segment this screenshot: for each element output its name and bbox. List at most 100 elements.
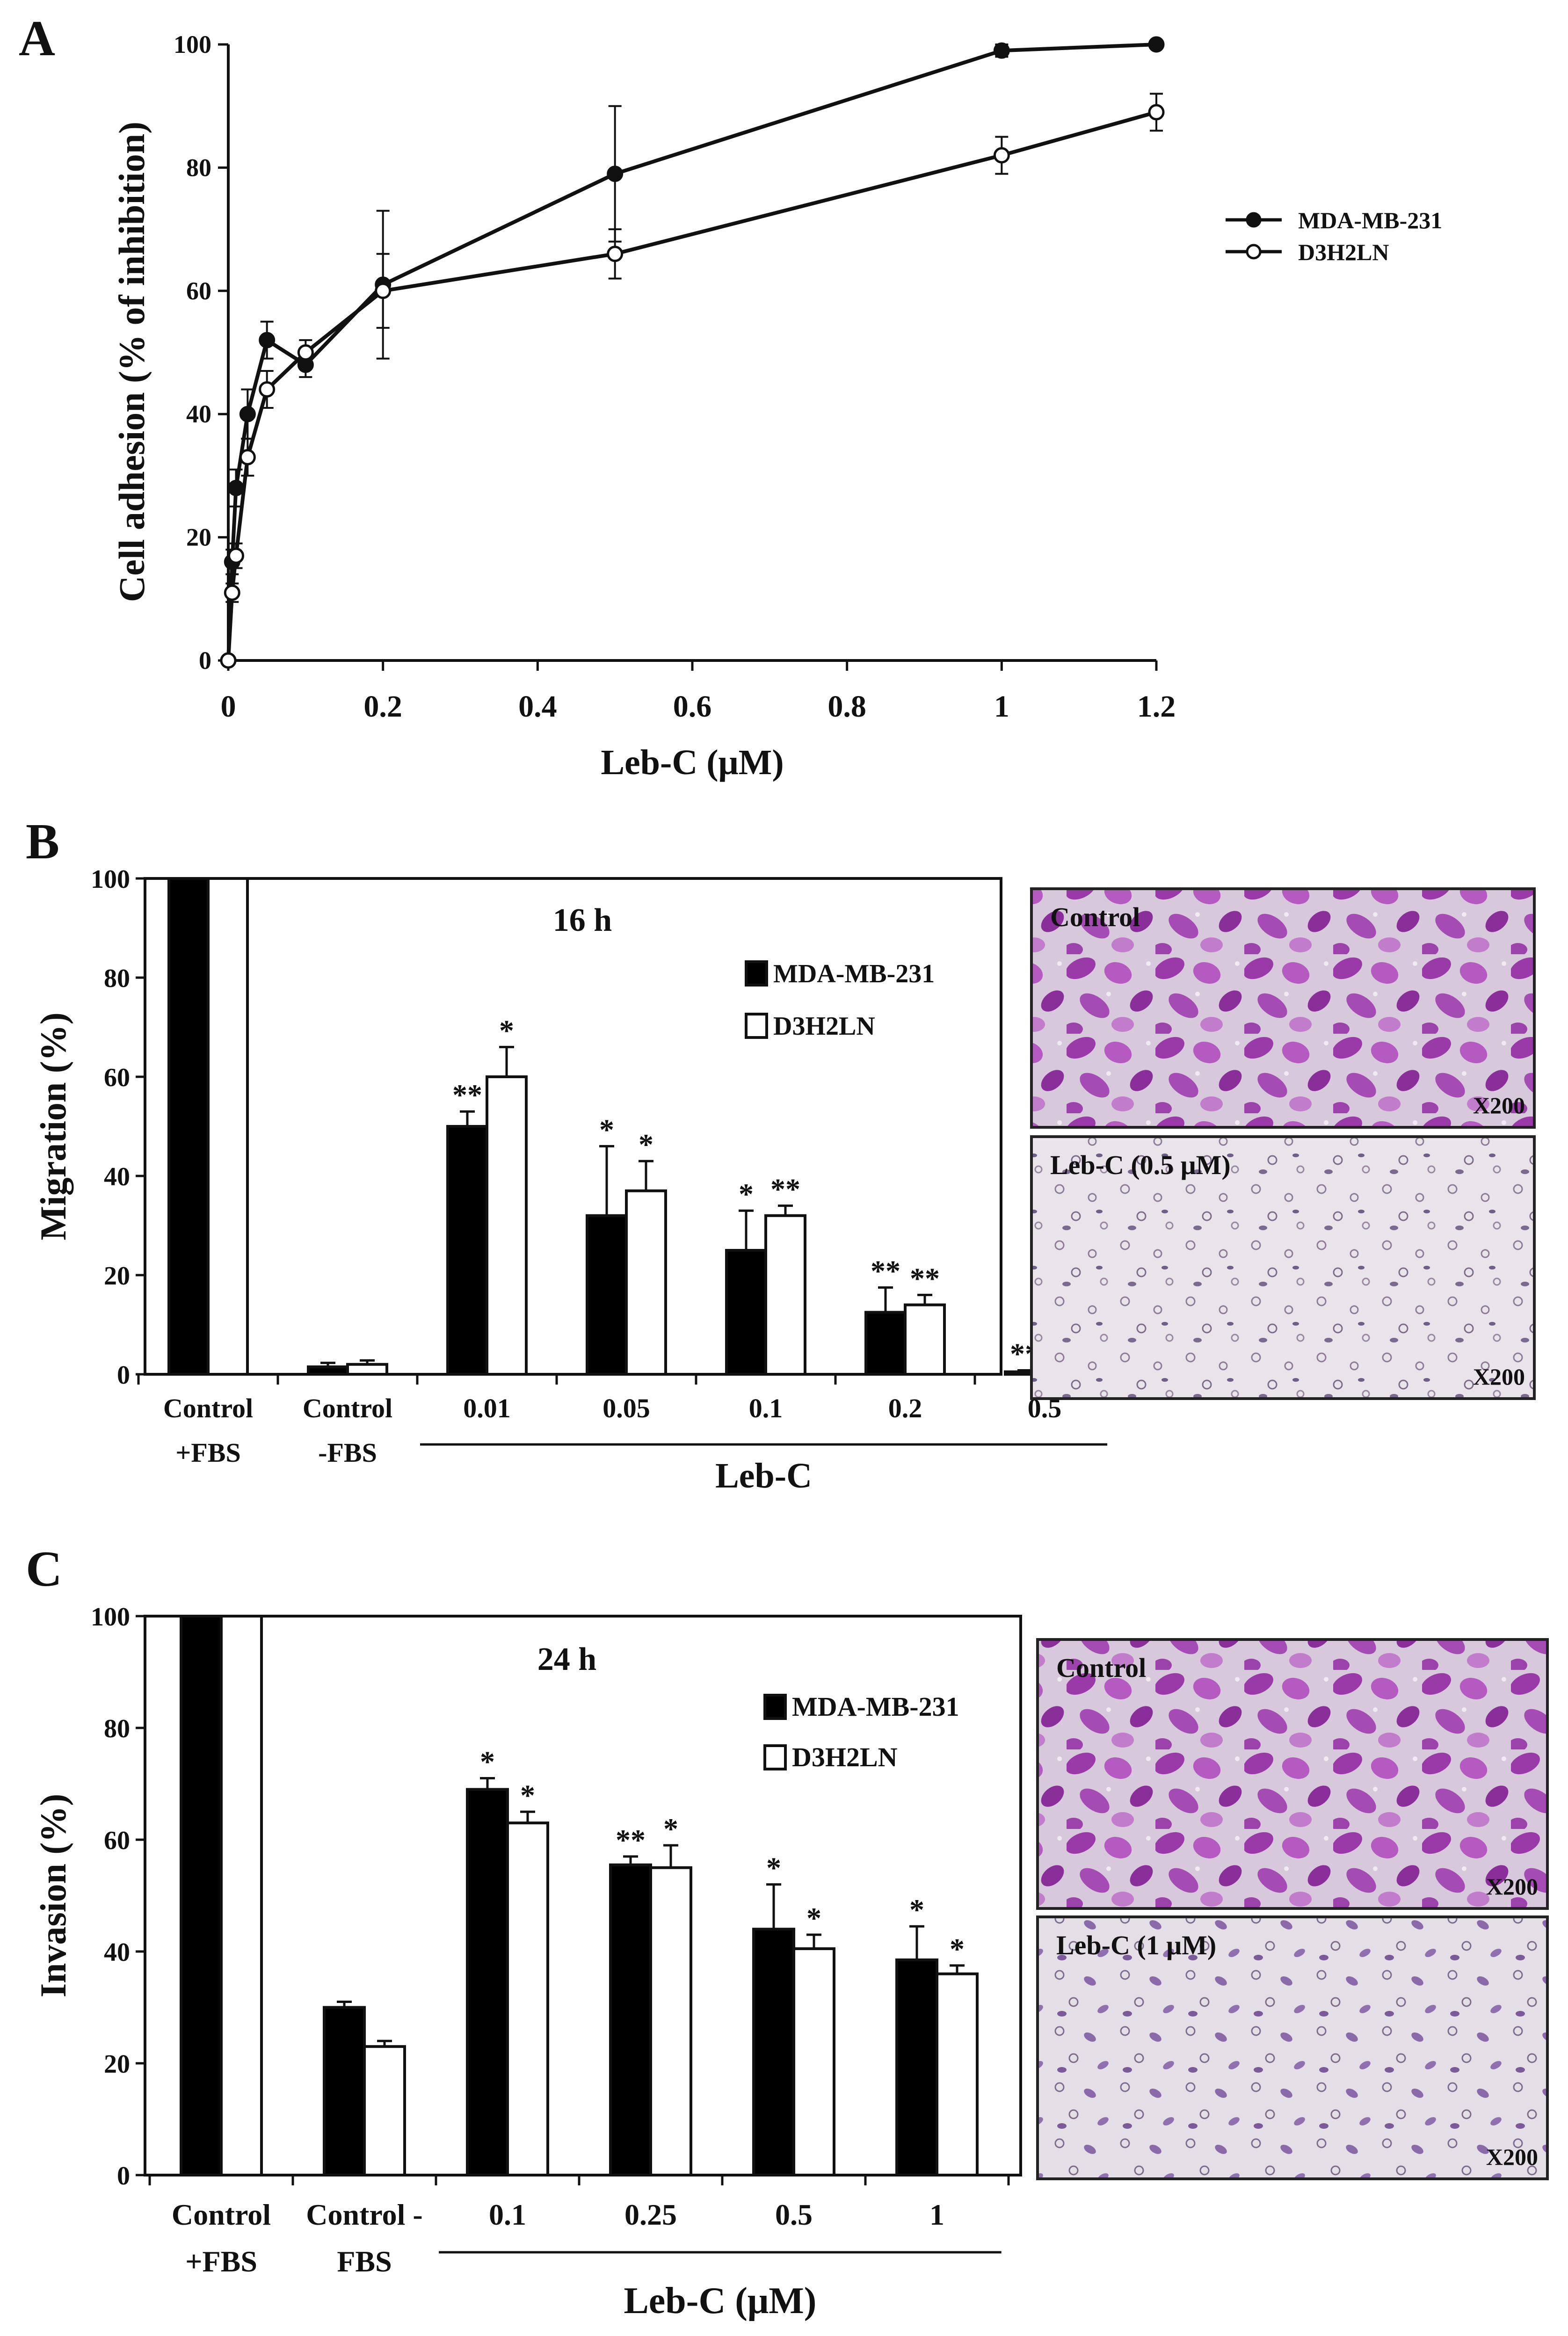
data-point [228, 547, 245, 564]
x-tick-label: 0 [221, 689, 236, 724]
x-tick-label: 0.25 [624, 2198, 677, 2231]
x-tick-label: FBS [337, 2245, 392, 2278]
bar [446, 1125, 488, 1376]
data-point [1148, 104, 1165, 121]
micrograph-image [1036, 1638, 1549, 1910]
x-tick-label: Control [172, 2198, 271, 2231]
significance-marker: * [806, 1901, 821, 1935]
data-point [1148, 36, 1165, 53]
magnification-label: X200 [1486, 1873, 1538, 1900]
bar [895, 1958, 938, 2176]
series-d3h2ln [220, 93, 1165, 669]
bar [904, 1303, 946, 1376]
magnification-label: X200 [1473, 1364, 1525, 1390]
data-point [259, 381, 276, 398]
x-tick-label: 0.01 [463, 1393, 511, 1423]
significance-marker: * [950, 1932, 965, 1966]
x-tick-label: 1 [994, 689, 1009, 724]
data-point [375, 283, 392, 299]
x-tick-label: 0.05 [603, 1393, 650, 1423]
significance-marker: ** [910, 1262, 940, 1295]
plot-frame [144, 1615, 1022, 2176]
bar [792, 1947, 835, 2176]
bar [363, 2045, 406, 2176]
legend-label: D3H2LN [792, 1742, 898, 1772]
x-tick-label: 0.1 [749, 1393, 783, 1423]
series-mda-mb-231 [220, 36, 1165, 669]
bar [466, 1788, 509, 2176]
micrograph-control: Control X200 [1036, 1638, 1549, 1910]
micrograph-label: Leb-C (0.5 μM) [1050, 1150, 1231, 1180]
significance-marker: * [909, 1893, 924, 1926]
bar [167, 877, 210, 1376]
y-tick-label: 40 [104, 1162, 130, 1191]
micrograph-label: Control [1056, 1653, 1146, 1683]
significance-marker: * [766, 1851, 781, 1885]
bar [609, 1863, 652, 2176]
bar [207, 877, 249, 1376]
series-line [226, 110, 1157, 661]
legend-swatch [763, 1694, 787, 1720]
significance-marker: * [599, 1113, 614, 1146]
bar [506, 1821, 549, 2176]
legend-a: MDA-MB-231 D3H2LN [1226, 207, 1442, 265]
significance-marker: * [480, 1745, 495, 1778]
data-point [239, 406, 256, 422]
bar [752, 1928, 795, 2177]
x-tick-label: +FBS [185, 2245, 257, 2278]
significance-marker: * [663, 1812, 678, 1845]
significance-marker: * [499, 1014, 514, 1047]
legend-label: D3H2LN [1298, 239, 1389, 265]
data-point [228, 479, 245, 496]
time-annotation: 16 h [553, 902, 612, 938]
micrograph-label: Control [1050, 902, 1140, 932]
y-tick-label: 40 [186, 400, 211, 428]
x-tick-label: 0.2 [888, 1393, 922, 1423]
bar [307, 1365, 349, 1376]
bar [864, 1311, 907, 1376]
data-point [993, 42, 1010, 59]
y-tick-label: 60 [104, 1063, 130, 1092]
data-point [607, 166, 624, 182]
y-tick-label: 0 [199, 646, 211, 675]
x-tick-label: 0.5 [775, 2198, 813, 2231]
bar [323, 2006, 366, 2176]
bar [486, 1075, 528, 1376]
legend-swatch [745, 1013, 768, 1039]
chart-a-line: 0 20 40 60 80 100 0 0.2 0.4 0.6 0.8 1 1.2 Leb-C (μM) C… [111, 30, 1442, 782]
y-tick-label: 20 [186, 523, 211, 551]
y-tick-label: 80 [186, 153, 211, 181]
data-point [297, 344, 314, 361]
y-tick-label: 100 [91, 1603, 130, 1632]
magnification-label: X200 [1473, 1092, 1525, 1118]
time-annotation: 24 h [537, 1641, 596, 1677]
bar [725, 1249, 767, 1376]
x-tick-label: 0.1 [489, 2198, 526, 2231]
y-axis-label: Cell adhesion (% of inhibition) [111, 122, 152, 602]
y-tick-label: 20 [104, 1262, 130, 1291]
legend-label: MDA-MB-231 [773, 959, 935, 988]
data-point [993, 147, 1010, 164]
group-label: Leb-C (μM) [624, 2280, 816, 2321]
y-tick-label: 100 [174, 30, 211, 58]
x-tick-label: -FBS [318, 1437, 377, 1468]
y-tick-label: 20 [104, 2050, 130, 2079]
micrograph-treated: Leb-C (1 μM) X200 [1036, 1915, 1549, 2180]
y-tick-label: 80 [104, 1714, 130, 1743]
x-tick-label: Control - [306, 2198, 422, 2231]
panel-letter-b: B [26, 814, 59, 870]
micrograph-image [1030, 887, 1536, 1129]
significance-marker: * [520, 1778, 535, 1812]
y-axis-label: Invasion (%) [33, 1794, 73, 1998]
y-tick-label: 60 [186, 277, 211, 305]
x-tick-label: 1 [929, 2198, 944, 2231]
x-tick-label: 0.4 [518, 689, 557, 724]
bar [180, 1615, 223, 2176]
y-axis-label: Migration (%) [33, 1012, 73, 1240]
data-point [239, 449, 256, 465]
x-tick-label: +FBS [175, 1437, 240, 1468]
y-tick-label: 100 [91, 865, 130, 894]
x-tick-label: Control [163, 1393, 253, 1423]
chart-c-bar: 0 20 40 60 80 100 Invasion (%) Control +FBS Contr… [33, 1603, 1022, 2321]
